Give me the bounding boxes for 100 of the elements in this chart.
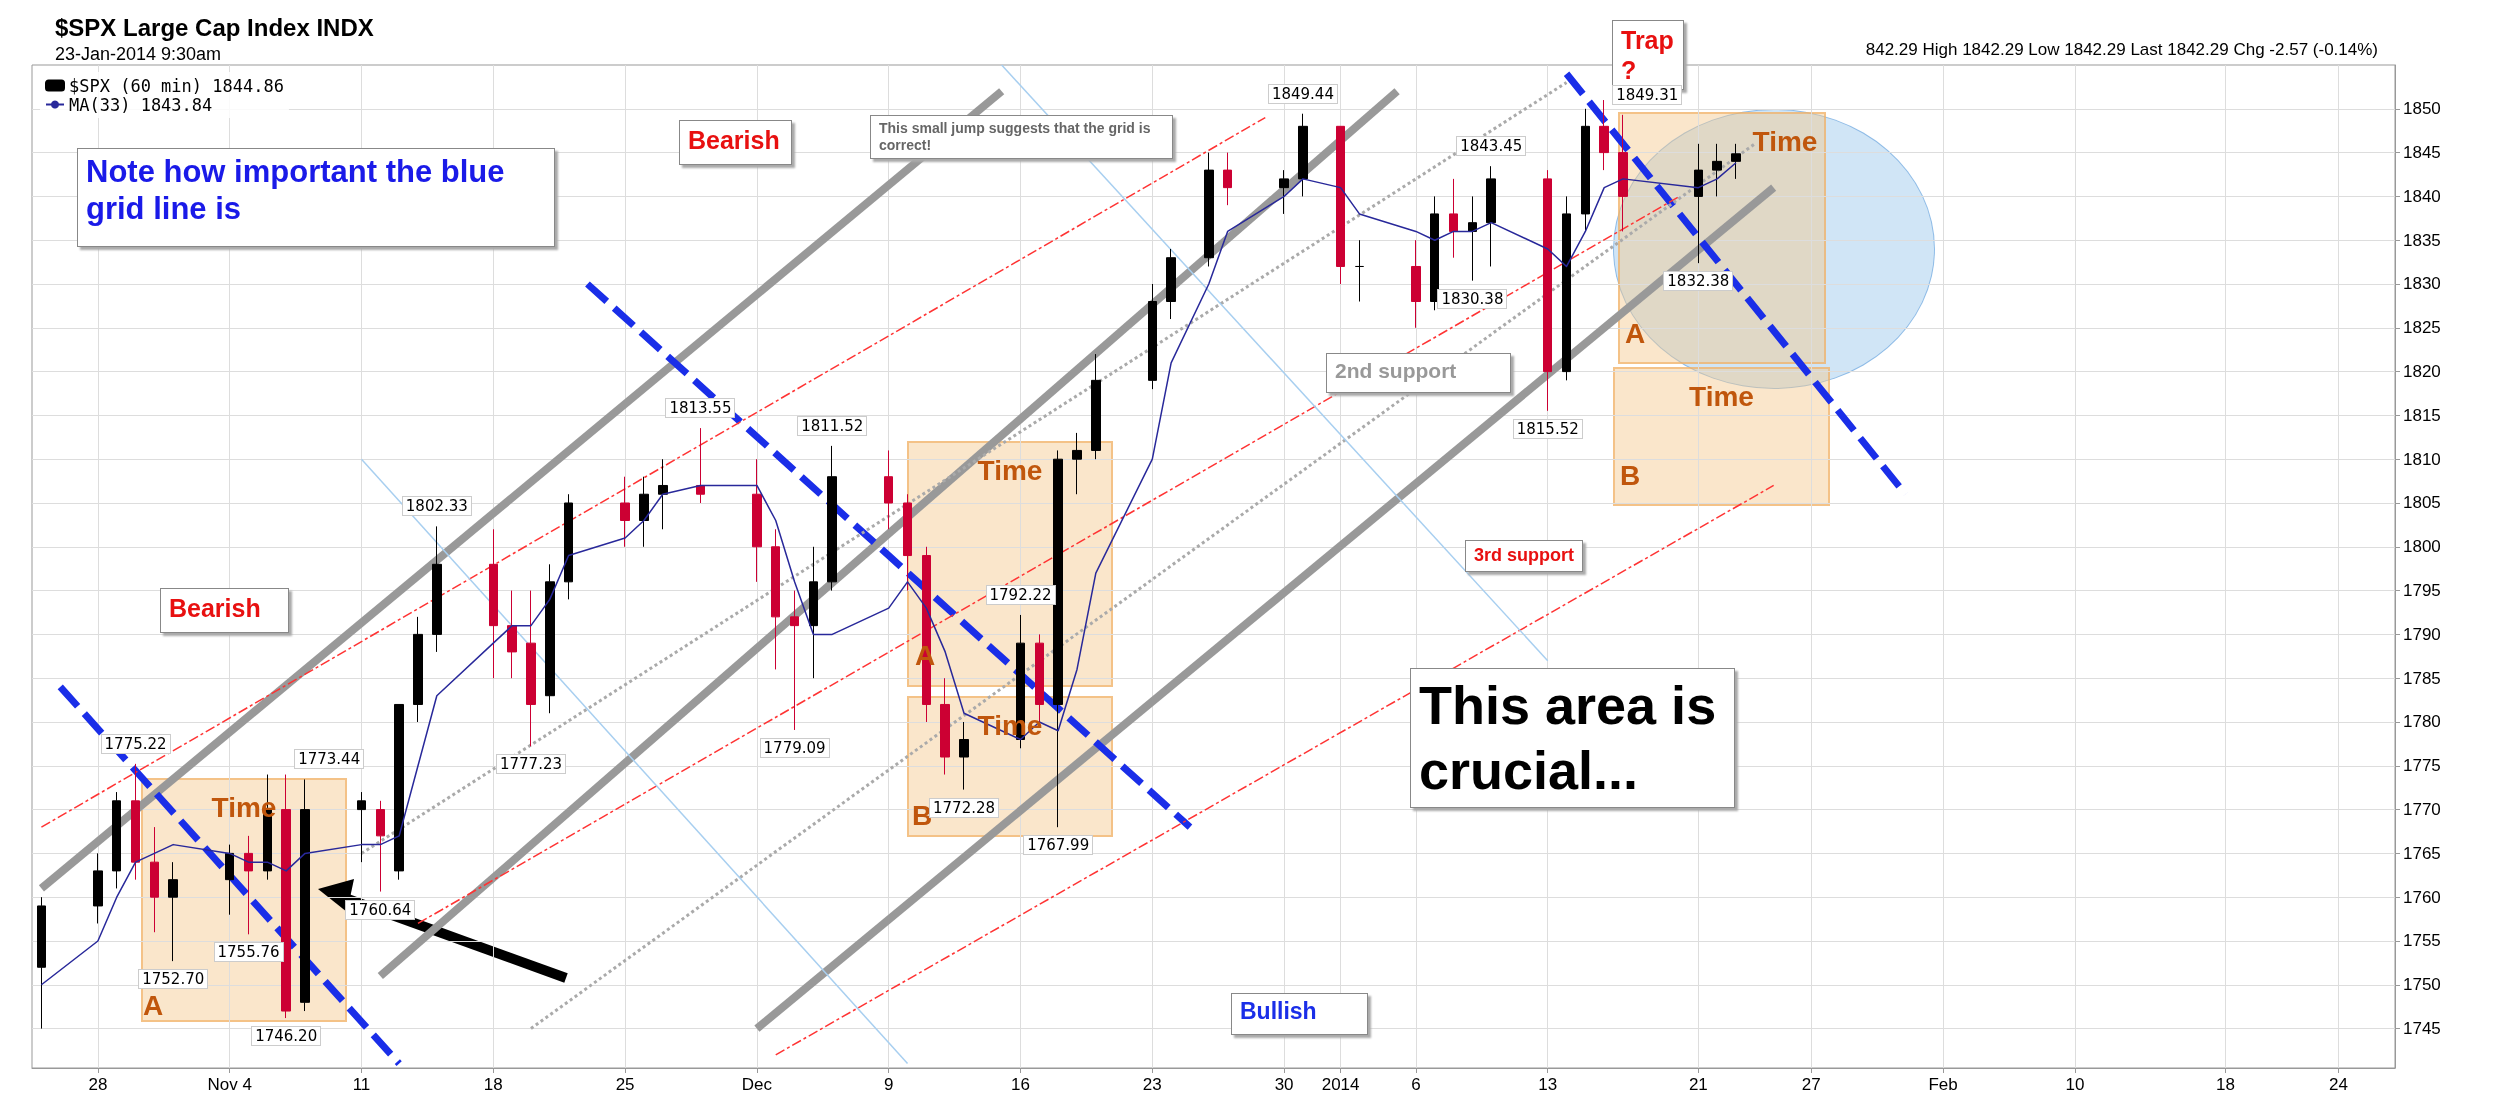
annotation: This area is crucial... (1410, 668, 1735, 808)
y-tick-label: 1800 (2403, 537, 2441, 557)
annotation: 1760.64 (345, 899, 416, 920)
x-tick-label: Dec (741, 1075, 773, 1094)
candlestick (1204, 152, 1214, 267)
candlestick (300, 778, 310, 1012)
candlestick (1543, 169, 1552, 412)
annotation: 1746.20 (251, 1026, 322, 1047)
annotation: B (1620, 460, 1641, 492)
candlestick (1148, 283, 1157, 390)
annotation: Bullish (1231, 993, 1368, 1035)
annotation: Trap ? (1621, 26, 1674, 84)
candlestick (526, 590, 536, 747)
annotation: This small jump suggests that the grid is correct! (870, 115, 1173, 159)
y-tick-label: 1805 (2403, 493, 2441, 513)
candlestick (639, 476, 649, 548)
candlestick (1712, 143, 1722, 197)
y-tick-label: 1795 (2403, 581, 2441, 601)
annotation: Bearish (160, 588, 289, 633)
legend-label: $SPX (60 min) 1844.86 (69, 75, 284, 96)
x-tick-label: 28 (88, 1075, 108, 1094)
candlestick (790, 590, 799, 731)
candlestick (1053, 449, 1063, 828)
y-tick-label: 1755 (2403, 931, 2441, 951)
annotation: Time (977, 455, 1043, 487)
x-tick-label: 6 (1411, 1075, 1421, 1094)
annotation: 1843.45 (1456, 136, 1527, 157)
y-tick-label: 1775 (2403, 756, 2441, 776)
annotation: 1832.38 (1663, 271, 1734, 292)
x-tick-label: 9 (883, 1075, 894, 1094)
annotation: A (143, 990, 164, 1022)
candlestick (1411, 239, 1421, 329)
y-tick-label: 1850 (2403, 99, 2441, 119)
chart-title: $SPX Large Cap Index INDX (55, 13, 374, 41)
annotation: 1779.09 (759, 737, 830, 758)
x-tick-label: 27 (1801, 1075, 1821, 1094)
y-tick-label: 1750 (2403, 975, 2441, 995)
chart-subtitle: 23-Jan-2014 9:30am (55, 44, 222, 64)
candlestick (1618, 114, 1628, 232)
y-tick-label: 1845 (2403, 143, 2441, 163)
annotation: 2nd support (1326, 353, 1511, 393)
y-tick-label: 1835 (2403, 230, 2441, 250)
y-tick-label: 1810 (2403, 449, 2441, 469)
annotation: 3rd support (1465, 540, 1584, 572)
annotation: Note how important the blue grid line is (77, 148, 555, 247)
annotation: 1802.33 (401, 496, 472, 517)
annotation: 1830.38 (1437, 288, 1508, 309)
candlestick (1072, 432, 1082, 495)
candlestick (1298, 113, 1308, 197)
annotation: 1849.44 (1267, 83, 1338, 104)
annotation: Time (1752, 126, 1818, 158)
candlestick (1430, 195, 1439, 311)
annotation: 1755.76 (213, 942, 284, 963)
x-tick-label: 13 (1538, 1075, 1558, 1094)
candlestick (1694, 143, 1703, 264)
legend-label: MA(33) 1843.84 (69, 94, 213, 115)
candlestick (771, 528, 780, 670)
candlestick (131, 763, 140, 881)
x-tick-label: 23 (1142, 1075, 1162, 1094)
x-tick-label: 2014 (1321, 1075, 1360, 1094)
annotation: B (912, 800, 933, 832)
candlestick (225, 844, 234, 916)
x-tick-label: 24 (2329, 1075, 2348, 1094)
candlestick (1279, 169, 1289, 215)
candlestick (37, 896, 46, 1030)
y-tick-label: 1815 (2403, 405, 2441, 425)
annotation: 1811.52 (797, 415, 868, 436)
x-tick-label: 25 (615, 1075, 635, 1094)
y-tick-label: 1780 (2403, 712, 2441, 732)
candlestick (620, 476, 630, 548)
annotation: 1767.99 (1023, 835, 1094, 856)
candlestick (658, 458, 668, 530)
annotation: 1752.70 (138, 969, 209, 990)
candlestick (93, 852, 103, 924)
annotation: 1815.52 (1512, 418, 1583, 439)
x-tick-label: 21 (1688, 1075, 1708, 1094)
candlestick (489, 528, 498, 679)
x-tick-label: 18 (483, 1075, 503, 1094)
y-tick-label: 1825 (2403, 318, 2441, 338)
text: 842.29 High 1842.29 Low 1842.29 Last 1842.29 Chg -2.57 (-0.14%) (1865, 40, 2378, 60)
candlestick (244, 835, 253, 935)
candlestick (1091, 353, 1101, 460)
annotation: 1813.55 (665, 398, 736, 419)
candlestick (903, 493, 912, 592)
x-tick-label: 10 (2065, 1075, 2085, 1094)
candlestick (357, 791, 366, 863)
annotation: 1792.22 (985, 584, 1056, 605)
candlestick (168, 861, 178, 962)
candlestick (696, 427, 705, 504)
annotation: 1775.22 (100, 733, 171, 754)
candlestick (884, 449, 893, 530)
candlestick (507, 590, 517, 679)
x-tick-label: 11 (352, 1075, 371, 1094)
annotation: Time (1689, 381, 1754, 413)
y-tick-label: 1830 (2403, 274, 2441, 294)
candlestick (545, 563, 555, 714)
candlestick (1355, 239, 1364, 303)
candlestick (827, 445, 837, 592)
candlestick (959, 721, 969, 791)
candlestick (281, 774, 291, 1019)
